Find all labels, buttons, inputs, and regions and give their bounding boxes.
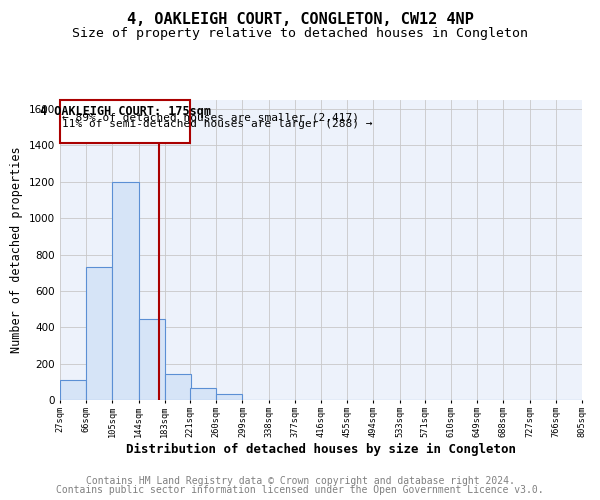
Bar bbox=[164, 374, 191, 400]
Text: 4 OAKLEIGH COURT: 175sqm: 4 OAKLEIGH COURT: 175sqm bbox=[40, 106, 211, 118]
Text: Contains public sector information licensed under the Open Government Licence v3: Contains public sector information licen… bbox=[56, 485, 544, 495]
Text: 4, OAKLEIGH COURT, CONGLETON, CW12 4NP: 4, OAKLEIGH COURT, CONGLETON, CW12 4NP bbox=[127, 12, 473, 28]
Text: ← 89% of detached houses are smaller (2,417): ← 89% of detached houses are smaller (2,… bbox=[62, 112, 359, 122]
Text: Size of property relative to detached houses in Congleton: Size of property relative to detached ho… bbox=[72, 28, 528, 40]
Text: 11% of semi-detached houses are larger (288) →: 11% of semi-detached houses are larger (… bbox=[62, 119, 373, 129]
Bar bbox=[86, 268, 112, 400]
Y-axis label: Number of detached properties: Number of detached properties bbox=[10, 146, 23, 354]
Bar bbox=[139, 319, 164, 400]
Bar bbox=[190, 388, 217, 400]
Bar bbox=[112, 182, 139, 400]
Bar bbox=[217, 394, 242, 400]
Text: Distribution of detached houses by size in Congleton: Distribution of detached houses by size … bbox=[126, 442, 516, 456]
Bar bbox=[60, 380, 86, 400]
FancyBboxPatch shape bbox=[60, 100, 190, 142]
Text: Contains HM Land Registry data © Crown copyright and database right 2024.: Contains HM Land Registry data © Crown c… bbox=[86, 476, 514, 486]
